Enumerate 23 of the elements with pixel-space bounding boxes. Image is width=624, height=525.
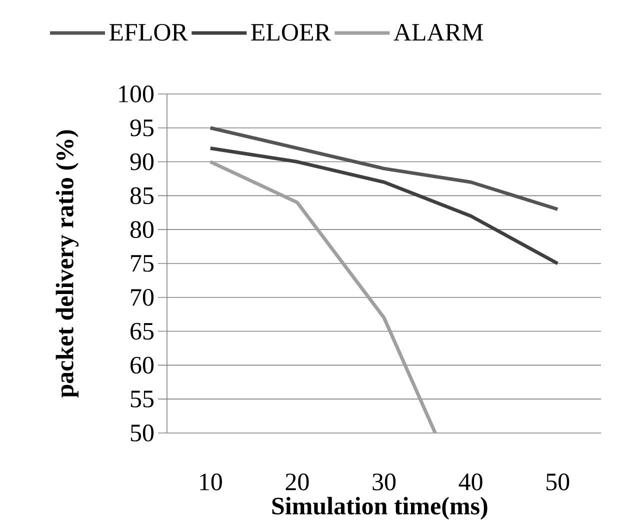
x-axis-title: Simulation time(ms) — [272, 496, 488, 520]
y-tick-label: 90 — [130, 153, 154, 170]
legend-label: ALARM — [394, 24, 483, 40]
x-tick-label: 30 — [372, 474, 396, 490]
line-series — [208, 146, 560, 266]
x-tick-label: 40 — [458, 474, 482, 490]
y-tick-label: 95 — [130, 119, 154, 136]
y-tick-label: 100 — [119, 86, 154, 102]
legend-label: ELOER — [251, 24, 331, 41]
x-tick-label: 50 — [546, 474, 570, 490]
y-axis-title: packet delivery ratio (%) — [56, 130, 79, 398]
y-tick-label: 50 — [130, 424, 154, 442]
y-tick-label: 80 — [130, 221, 154, 238]
y-tick-label: 55 — [130, 390, 154, 408]
y-tick-label: 60 — [130, 356, 154, 374]
x-tick-label: 20 — [286, 474, 309, 490]
y-tick-label: 70 — [131, 288, 154, 306]
y-tick-label: 75 — [131, 255, 154, 272]
x-tick-label: 10 — [200, 474, 222, 490]
y-tick-label: 85 — [130, 187, 154, 204]
line-series — [208, 160, 437, 433]
legend-label: EFLOR — [109, 24, 188, 41]
y-tick-label: 65 — [130, 322, 154, 340]
